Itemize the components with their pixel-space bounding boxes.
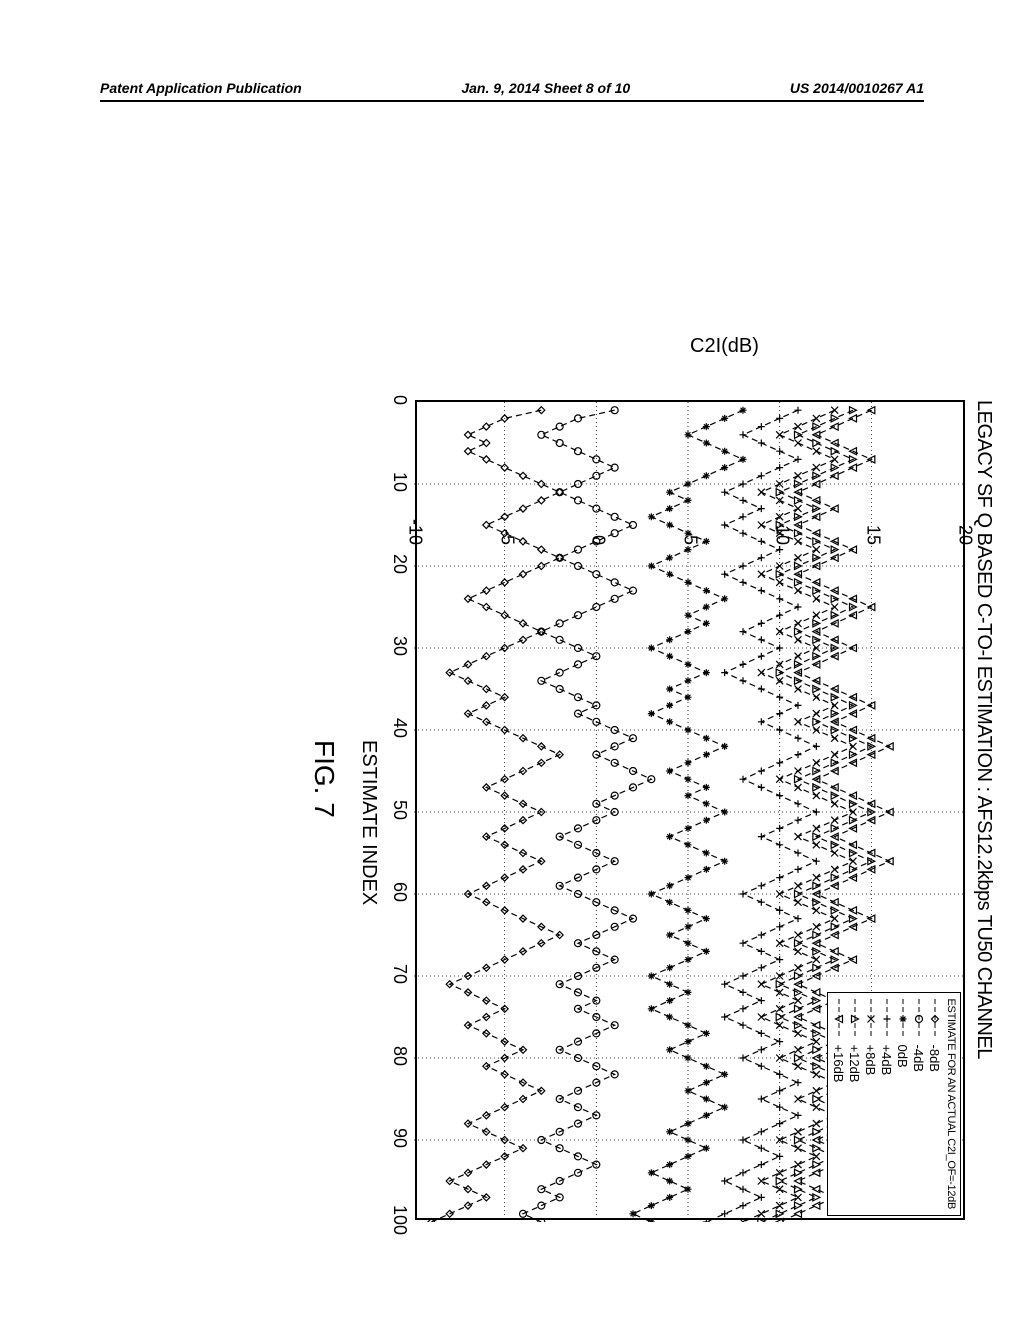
legend-label: +12dB (848, 1045, 863, 1083)
header-left: Patent Application Publication (100, 80, 302, 96)
x-tick-label: 80 (389, 1046, 410, 1066)
legend-row: 0dB (895, 999, 911, 1209)
legend-label: -4dB (912, 1045, 927, 1072)
series-+4dB (703, 407, 820, 1222)
plot-box: ESTIMATE FOR AN ACTUAL C2I_OF=-12dB -8dB… (415, 400, 965, 1220)
y-tick-label: 15 (863, 525, 884, 545)
x-tick-label: 40 (389, 718, 410, 738)
figure-number: FIG. 7 (308, 740, 340, 818)
legend-row: +4dB (879, 999, 895, 1209)
legend-title: ESTIMATE FOR AN ACTUAL C2I_OF=-12dB (945, 999, 957, 1209)
x-tick-label: 50 (389, 800, 410, 820)
x-tick-label: 0 (389, 395, 410, 405)
y-tick-label: 10 (771, 525, 792, 545)
x-tick-label: 70 (389, 964, 410, 984)
y-tick-label: -10 (405, 519, 426, 545)
legend-label: -8dB (928, 1045, 943, 1072)
legend-label: +16dB (832, 1045, 847, 1083)
x-tick-label: 20 (389, 554, 410, 574)
figure-rotated-container: LEGACY SF Q BASED C-TO-I ESTIMATION : AF… (20, 320, 990, 1020)
legend-row: -4dB (911, 999, 927, 1209)
legend-label: 0dB (896, 1045, 911, 1068)
y-tick-label: 0 (588, 535, 609, 545)
chart-area: LEGACY SF Q BASED C-TO-I ESTIMATION : AF… (290, 320, 990, 1290)
legend-row: -8dB (927, 999, 943, 1209)
y-axis-label: C2I(dB) (690, 335, 759, 358)
legend-row: +16dB (831, 999, 847, 1209)
legend-label: +4dB (880, 1045, 895, 1076)
x-tick-label: 90 (389, 1128, 410, 1148)
legend-label: +8dB (864, 1045, 879, 1076)
y-tick-label: 20 (955, 525, 976, 545)
x-tick-label: 10 (389, 472, 410, 492)
x-tick-label: 30 (389, 636, 410, 656)
y-tick-label: 5 (680, 535, 701, 545)
x-tick-label: 60 (389, 882, 410, 902)
x-tick-label: 100 (389, 1205, 410, 1235)
header-right: US 2014/0010267 A1 (790, 80, 924, 96)
x-axis-label: ESTIMATE INDEX (357, 740, 380, 905)
legend-row: +12dB (847, 999, 863, 1209)
y-tick-label: -5 (496, 529, 517, 545)
page-header: Patent Application Publication Jan. 9, 2… (100, 80, 924, 102)
chart-title: LEGACY SF Q BASED C-TO-I ESTIMATION : AF… (972, 400, 995, 1059)
header-center: Jan. 9, 2014 Sheet 8 of 10 (461, 80, 630, 96)
legend-row: +8dB (863, 999, 879, 1209)
legend-box: ESTIMATE FOR AN ACTUAL C2I_OF=-12dB -8dB… (827, 992, 961, 1216)
